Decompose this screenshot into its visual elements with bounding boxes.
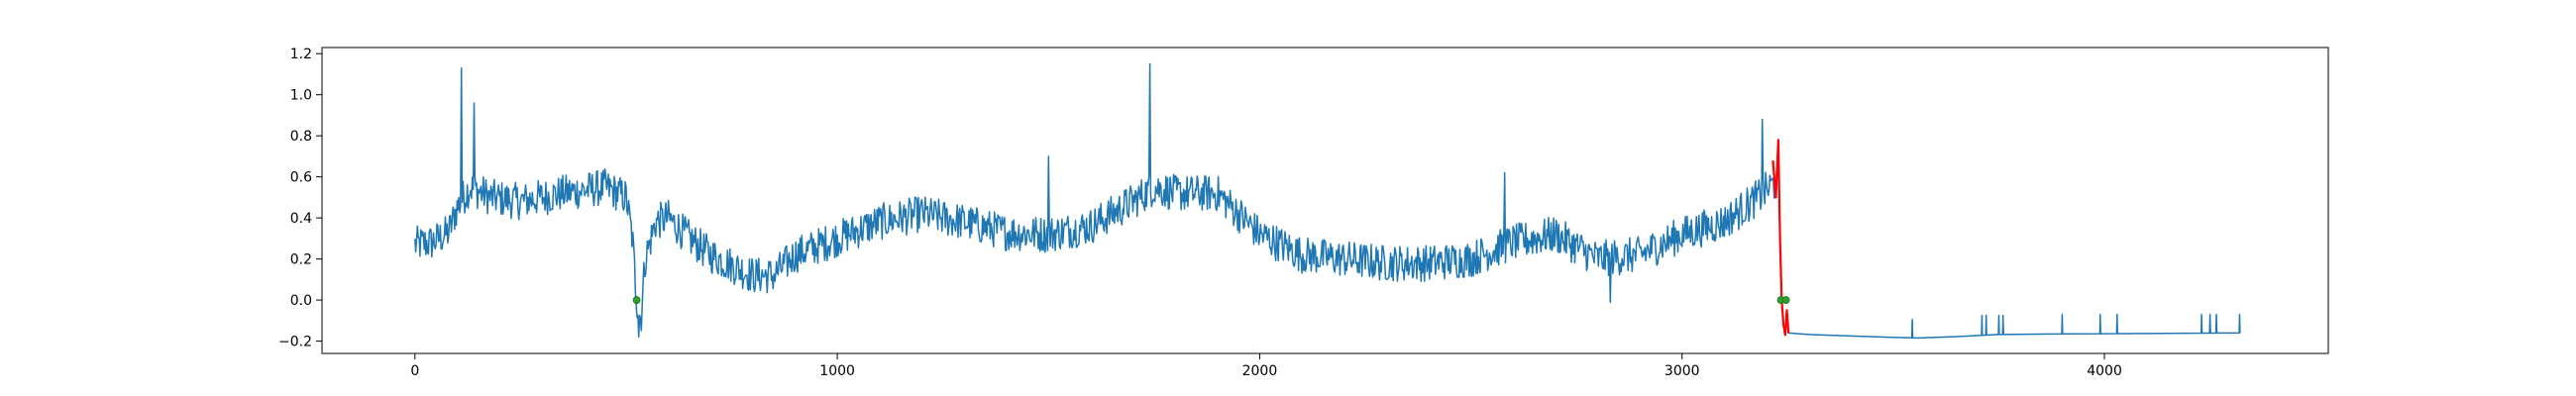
y-tick-label: 1.2 [290,47,312,62]
marker-layer [632,296,1790,304]
y-tick-label: 1.0 [290,88,312,104]
y-tick-label: −0.2 [278,335,312,350]
x-tick-label: 4000 [2087,363,2122,379]
y-tick-label: 0.6 [290,170,312,186]
y-tick-label: 0.2 [290,252,312,268]
x-axis: 0 1000 2000 3000 4000 [410,353,2122,379]
x-tick-label: 2000 [1242,363,1278,379]
marker-3 [1781,296,1790,304]
series-signal [414,62,1777,339]
series-tail [1787,313,2241,340]
y-tick-label: 0.4 [290,211,312,227]
x-tick-label: 1000 [819,363,855,379]
x-tick-label: 3000 [1664,363,1700,379]
plot-frame [321,47,2329,354]
y-tick-label: 0.8 [290,129,312,145]
y-axis: −0.2 0.0 0.2 0.4 0.6 0.8 1.0 1.2 [278,47,322,350]
x-tick-label: 0 [410,363,419,379]
marker-1 [632,296,641,304]
y-tick-label: 0.0 [290,293,312,309]
